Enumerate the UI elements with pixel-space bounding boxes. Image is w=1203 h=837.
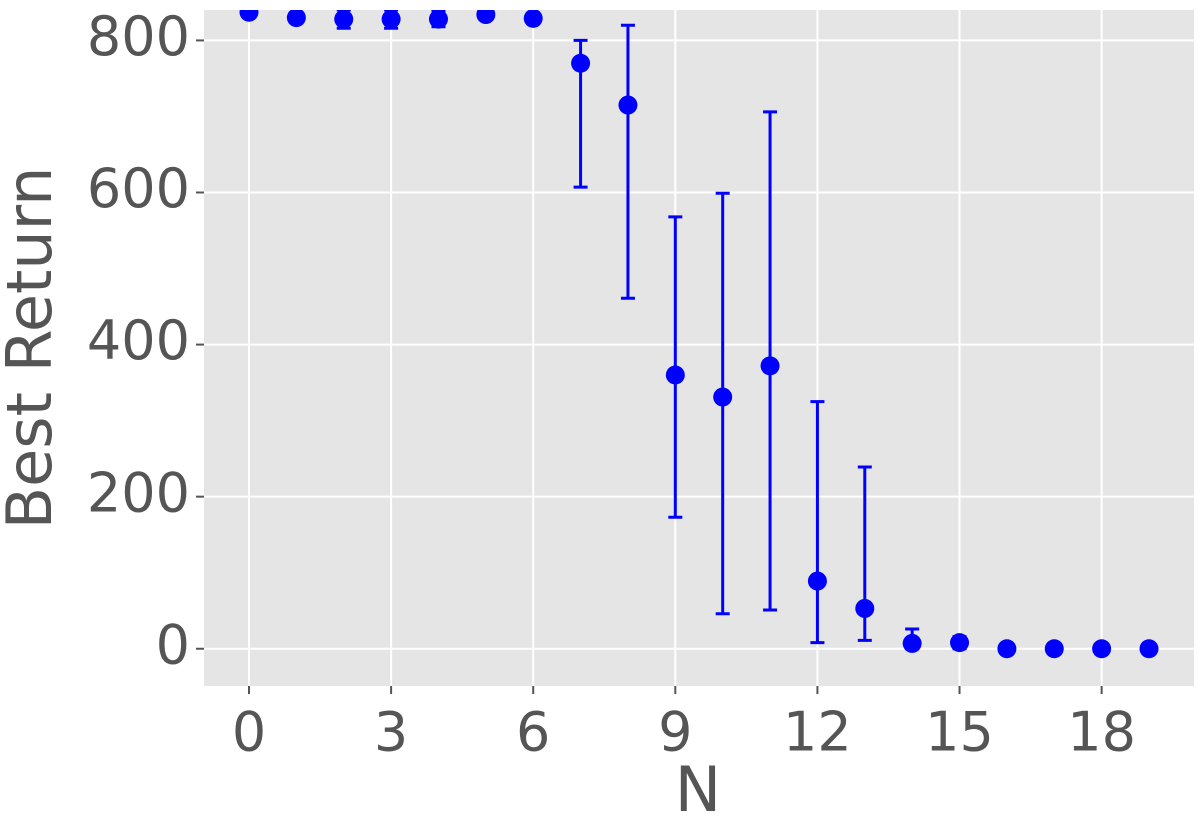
point bbox=[239, 10, 259, 22]
x-tick-label: 6 bbox=[516, 701, 550, 764]
point bbox=[381, 10, 401, 29]
point bbox=[807, 571, 827, 591]
point bbox=[1044, 639, 1064, 659]
point bbox=[950, 633, 970, 653]
point bbox=[334, 10, 354, 29]
error-bar bbox=[810, 400, 825, 645]
point bbox=[665, 365, 685, 385]
point bbox=[428, 10, 448, 29]
point bbox=[476, 10, 496, 25]
x-tick-label: 3 bbox=[374, 701, 408, 764]
plot-area bbox=[204, 10, 1194, 686]
point bbox=[713, 387, 733, 407]
point bbox=[523, 10, 543, 28]
y-tick-label: 600 bbox=[87, 157, 190, 220]
point bbox=[902, 633, 922, 653]
y-tick-label: 200 bbox=[87, 461, 190, 524]
y-axis-label: Best Return bbox=[0, 167, 66, 530]
point bbox=[618, 95, 638, 115]
x-tick-label: 18 bbox=[1067, 701, 1136, 764]
point bbox=[1139, 639, 1159, 659]
point bbox=[997, 639, 1017, 659]
y-tick-label: 400 bbox=[87, 309, 190, 372]
point bbox=[760, 356, 780, 376]
point bbox=[1092, 639, 1112, 659]
point bbox=[855, 598, 875, 618]
error-bar bbox=[620, 23, 635, 300]
y-tick-label: 0 bbox=[156, 613, 190, 676]
x-tick-label: 9 bbox=[658, 701, 692, 764]
x-axis-label: N bbox=[675, 753, 721, 826]
data-layer bbox=[239, 10, 1159, 659]
x-tick-label: 0 bbox=[232, 701, 266, 764]
x-tick-label: 12 bbox=[783, 701, 852, 764]
y-tick-label: 800 bbox=[87, 5, 190, 68]
x-tick-label: 15 bbox=[925, 701, 994, 764]
point bbox=[571, 53, 591, 73]
point bbox=[286, 10, 306, 28]
